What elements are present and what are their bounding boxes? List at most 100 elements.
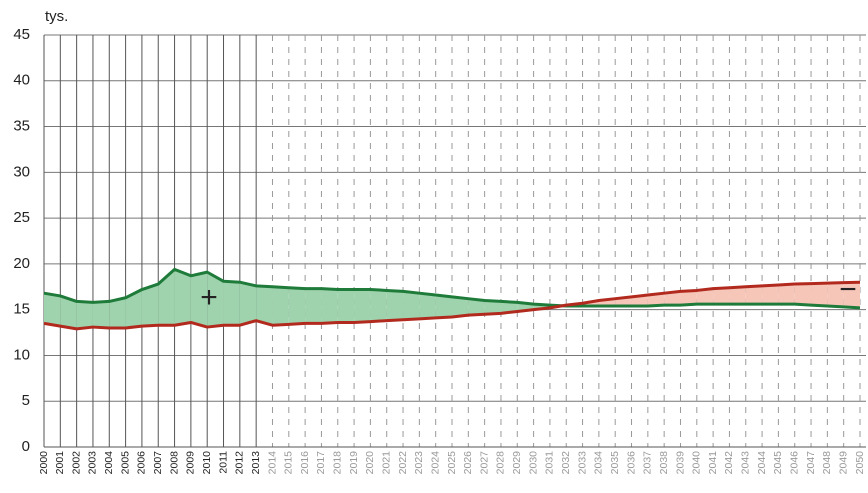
x-tick-label: 2002 (70, 451, 82, 475)
area-fill (272, 286, 289, 326)
area-fill (843, 282, 860, 308)
x-tick-label: 2022 (397, 451, 409, 475)
x-tick-label: 2020 (364, 451, 376, 475)
area-fill (680, 290, 697, 306)
y-tick-label: 10 (13, 346, 30, 363)
area-fill (158, 269, 175, 326)
x-tick-label: 2010 (201, 451, 213, 475)
area-fill (76, 301, 93, 329)
x-tick-label: 2003 (87, 451, 99, 475)
area-fill (435, 295, 452, 318)
y-tick-label: 0 (22, 438, 30, 455)
area-fill (60, 295, 77, 329)
area-fill (794, 283, 812, 306)
area-fill (141, 284, 159, 327)
area-fill (696, 288, 714, 305)
area-fill (223, 281, 240, 326)
x-tick-label: 2024 (429, 451, 441, 475)
area-fill (109, 297, 126, 328)
x-tick-label: 2037 (642, 451, 654, 475)
area-fill (321, 288, 338, 324)
area-fill (256, 285, 273, 326)
y-tick-label: 45 (13, 26, 30, 43)
x-tick-label: 2045 (772, 451, 784, 475)
x-tick-label: 2007 (152, 451, 164, 475)
x-tick-label: 2011 (217, 451, 229, 474)
x-tick-label: 2019 (348, 451, 360, 475)
x-tick-label: 2026 (462, 451, 474, 475)
area-fill (239, 282, 257, 326)
area-fill (125, 289, 142, 328)
x-tick-label: 2034 (593, 451, 605, 475)
x-tick-label: 2008 (168, 451, 180, 475)
x-tick-label: 2028 (495, 451, 507, 475)
area-fill (778, 284, 795, 305)
x-tick-label: 2023 (413, 451, 425, 475)
area-fill (729, 286, 746, 305)
x-tick-label: 2006 (136, 451, 148, 475)
y-tick-label: 20 (13, 255, 30, 272)
x-tick-label: 2013 (250, 451, 262, 475)
x-tick-label: 2014 (266, 451, 278, 475)
x-tick-label: 2044 (756, 451, 768, 475)
area-fill (647, 293, 665, 307)
area-fill (745, 285, 763, 305)
x-tick-label: 2017 (315, 451, 327, 475)
y-tick-label: 15 (13, 301, 30, 318)
x-tick-label: 2015 (283, 451, 295, 475)
area-fill (811, 283, 828, 307)
x-tick-label: 2016 (299, 451, 311, 475)
area-fill (452, 296, 469, 317)
line-series (43, 267, 861, 310)
area-fill (484, 300, 501, 315)
x-tick-label: 2032 (560, 451, 572, 475)
area-fill (386, 290, 404, 321)
x-tick-label: 2041 (707, 451, 719, 475)
area-fill (337, 289, 355, 323)
x-tick-label: 2043 (740, 451, 752, 475)
area-fill (305, 288, 322, 324)
x-tick-label: 2021 (381, 451, 393, 475)
x-tick-label: 2033 (576, 451, 588, 475)
area-fill (207, 272, 224, 328)
area-fill (44, 293, 61, 327)
x-tick-label: 2050 (854, 451, 866, 475)
area-fill (419, 293, 436, 319)
x-tick-label: 2030 (527, 451, 539, 475)
x-tick-label: 2025 (446, 451, 458, 475)
x-tick-label: 2035 (609, 451, 621, 475)
area-fill (174, 269, 191, 326)
x-tick-label: 2018 (332, 451, 344, 475)
x-tick-label: 2001 (54, 451, 66, 475)
y-axis-label: tys. (45, 8, 68, 25)
area-fill (500, 301, 518, 314)
line-series (43, 280, 861, 331)
x-tick-label: 2042 (723, 451, 735, 475)
area-fill (713, 287, 730, 305)
x-tick-label: 2027 (478, 451, 490, 475)
area-fill (403, 291, 420, 320)
area-fill (370, 289, 387, 322)
x-tick-label: 2012 (234, 451, 246, 475)
x-tick-label: 2040 (691, 451, 703, 475)
area-fill (468, 298, 485, 316)
y-tick-label: 5 (22, 392, 30, 409)
area-fill (762, 284, 779, 305)
x-tick-label: 2049 (837, 451, 849, 475)
area-fill (288, 287, 306, 325)
x-tick-label: 2029 (511, 451, 523, 475)
y-tick-label: 25 (13, 209, 30, 226)
x-tick-label: 2046 (789, 451, 801, 475)
x-tick-label: 2036 (625, 451, 637, 475)
y-tick-label: 30 (13, 163, 30, 180)
x-tick-label: 2005 (119, 451, 131, 475)
annotation: + (200, 281, 218, 314)
area-fill (354, 289, 371, 323)
x-tick-label: 2004 (103, 451, 115, 475)
x-tick-label: 2048 (821, 451, 833, 475)
area-fill (92, 301, 110, 328)
y-tick-label: 40 (13, 72, 30, 89)
area-fill (664, 291, 681, 306)
x-tick-label: 2047 (805, 451, 817, 475)
